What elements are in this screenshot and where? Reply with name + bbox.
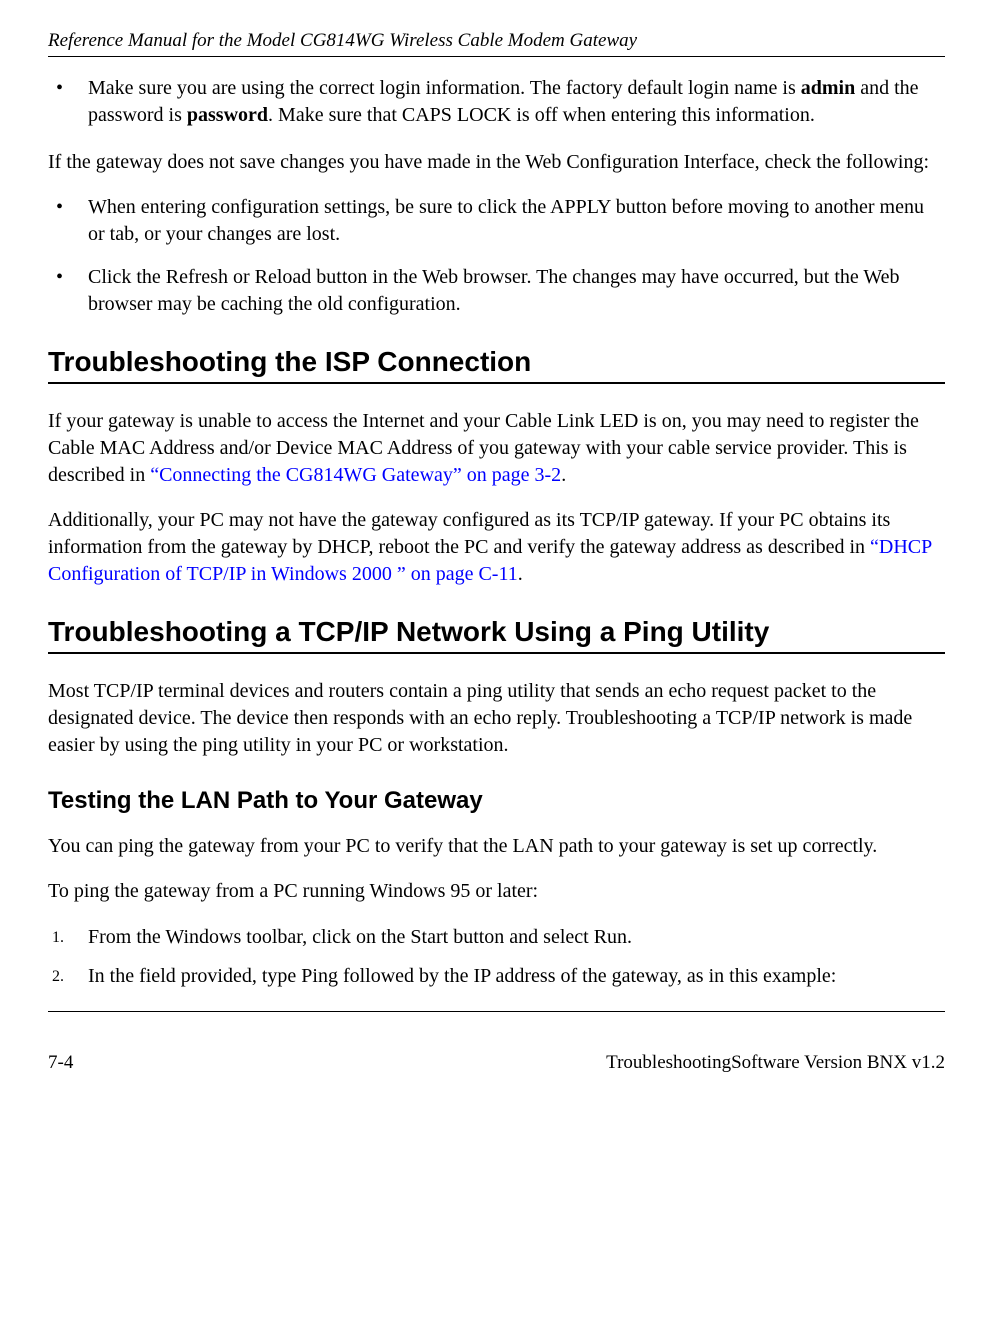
text-fragment: Additionally, your PC may not have the g… [48,509,890,558]
bold-text: password [187,104,268,126]
list-item: When entering configuration settings, be… [48,194,945,248]
section-rule [48,652,945,654]
page-footer: 7-4 TroubleshootingSoftware Version BNX … [48,1052,945,1074]
list-item: Make sure you are using the correct logi… [48,75,945,129]
text-fragment: Make sure you are using the correct logi… [88,77,801,99]
section-heading-isp: Troubleshooting the ISP Connection [48,346,945,378]
ordered-steps: From the Windows toolbar, click on the S… [48,923,945,991]
body-paragraph: If your gateway is unable to access the … [48,408,945,489]
body-paragraph: To ping the gateway from a PC running Wi… [48,878,945,905]
text-fragment: . Make sure that CAPS LOCK is off when e… [268,104,815,126]
bullet-list-top: Make sure you are using the correct logi… [48,75,945,129]
body-paragraph: Additionally, your PC may not have the g… [48,507,945,588]
step-item: From the Windows toolbar, click on the S… [48,923,945,952]
body-paragraph: You can ping the gateway from your PC to… [48,833,945,860]
subsection-heading-lan: Testing the LAN Path to Your Gateway [48,787,945,815]
page-number: 7-4 [48,1052,73,1074]
section-rule [48,382,945,384]
list-item: Click the Refresh or Reload button in th… [48,264,945,318]
body-paragraph: If the gateway does not save changes you… [48,149,945,176]
body-paragraph: Most TCP/IP terminal devices and routers… [48,678,945,759]
header-rule [48,56,945,57]
step-item: In the field provided, type Ping followe… [48,962,945,991]
footer-text: TroubleshootingSoftware Version BNX v1.2 [606,1052,945,1074]
footer-rule [48,1011,945,1012]
bullet-list-mid: When entering configuration settings, be… [48,194,945,318]
cross-reference-link[interactable]: “Connecting the CG814WG Gateway” on page… [150,464,561,486]
text-fragment: . [561,464,566,486]
running-header: Reference Manual for the Model CG814WG W… [48,30,945,52]
text-fragment: . [518,563,523,585]
section-heading-ping: Troubleshooting a TCP/IP Network Using a… [48,616,945,648]
bold-text: admin [801,77,855,99]
